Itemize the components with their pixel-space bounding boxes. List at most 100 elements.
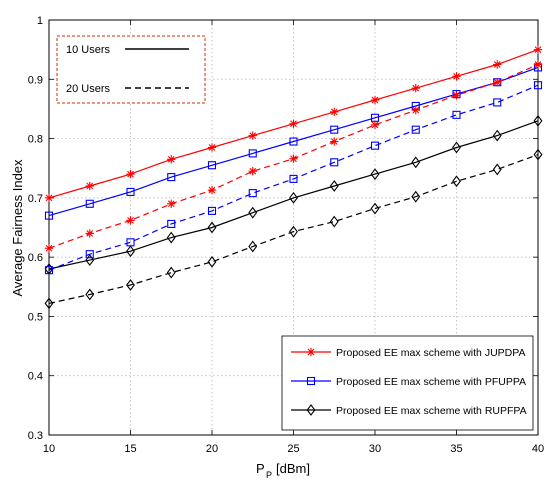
data-point-marker bbox=[492, 129, 502, 142]
y-tick-label: 0.5 bbox=[28, 311, 43, 323]
y-tick-label: 0.9 bbox=[28, 74, 43, 86]
data-point-marker bbox=[411, 190, 421, 203]
data-point-marker bbox=[126, 187, 135, 196]
x-tick-label: 40 bbox=[532, 443, 544, 455]
user-legend-box bbox=[56, 35, 206, 104]
data-point-marker bbox=[493, 98, 502, 107]
series-10-users-diamond bbox=[44, 114, 543, 275]
data-point-marker bbox=[207, 143, 217, 152]
y-tick-label: 1 bbox=[37, 15, 43, 27]
data-point-marker bbox=[85, 199, 94, 208]
data-point-marker bbox=[329, 180, 339, 192]
data-point-marker bbox=[370, 202, 380, 215]
data-point-marker bbox=[167, 155, 176, 164]
data-point-marker bbox=[166, 231, 176, 244]
data-point-marker bbox=[330, 125, 339, 134]
user-legend: 10 Users 20 Users bbox=[56, 35, 206, 104]
data-point-marker bbox=[207, 185, 217, 195]
legend-entry: Proposed EE max scheme with PFUPPA bbox=[291, 376, 526, 388]
scheme-legend: Proposed EE max scheme with JUPDPA Propos… bbox=[281, 335, 534, 431]
user-legend-label-10: 10 Users bbox=[66, 44, 111, 56]
data-point-marker bbox=[85, 254, 95, 267]
data-point-marker bbox=[248, 166, 257, 176]
y-tick-label: 0.8 bbox=[28, 134, 43, 146]
data-point-marker bbox=[248, 131, 257, 140]
series-10-users-star bbox=[44, 45, 543, 203]
data-point-marker bbox=[167, 199, 176, 208]
series-20-users-square bbox=[44, 81, 543, 275]
series-line bbox=[48, 84, 539, 271]
x-tick-label: 25 bbox=[287, 443, 299, 455]
x-tick-label: 30 bbox=[369, 443, 381, 455]
data-point-marker bbox=[289, 119, 298, 128]
data-point-marker bbox=[533, 45, 543, 54]
legend-label: Proposed EE max scheme with RUPFPA bbox=[336, 405, 527, 417]
data-point-marker bbox=[126, 216, 135, 225]
data-point-marker bbox=[126, 169, 135, 179]
series-layer bbox=[44, 45, 543, 310]
data-point-marker bbox=[85, 229, 94, 238]
user-legend-label-20: 20 Users bbox=[66, 83, 111, 95]
data-point-marker bbox=[492, 163, 502, 176]
legend-label: Proposed EE max scheme with JUPDPA bbox=[336, 347, 525, 359]
x-tick-label: 15 bbox=[124, 443, 136, 455]
legend-label: Proposed EE max scheme with PFUPPA bbox=[336, 376, 526, 388]
data-point-marker bbox=[330, 137, 339, 146]
data-point-marker bbox=[452, 110, 461, 119]
data-point-marker bbox=[289, 225, 298, 238]
data-point-marker bbox=[167, 173, 176, 182]
data-point-marker bbox=[370, 141, 380, 150]
data-point-marker bbox=[248, 149, 257, 158]
x-axis: 10 15 20 25 30 35 40 bbox=[43, 20, 544, 455]
series-line bbox=[48, 120, 539, 270]
series-line bbox=[48, 154, 539, 304]
data-point-marker bbox=[411, 125, 420, 134]
data-point-marker bbox=[85, 288, 95, 301]
data-point-marker bbox=[207, 161, 217, 170]
data-point-marker bbox=[248, 240, 258, 253]
data-point-marker bbox=[85, 250, 94, 259]
x-tick-label: 20 bbox=[206, 443, 218, 455]
x-axis-label-unit: [dBm] bbox=[276, 461, 310, 476]
data-point-marker bbox=[452, 141, 461, 154]
data-point-marker bbox=[207, 255, 217, 268]
data-point-marker bbox=[44, 297, 54, 310]
x-axis-label-subscript: P bbox=[266, 470, 272, 480]
data-point-marker bbox=[289, 154, 298, 163]
data-point-marker bbox=[533, 60, 543, 69]
data-point-marker bbox=[370, 168, 380, 181]
data-point-marker bbox=[207, 221, 217, 234]
data-point-marker bbox=[330, 107, 339, 117]
legend-entry: Proposed EE max scheme with RUPFPA bbox=[291, 404, 527, 417]
data-point-marker bbox=[289, 174, 298, 183]
data-point-marker bbox=[167, 219, 176, 228]
data-point-marker bbox=[411, 105, 420, 115]
x-axis-label-main: P bbox=[256, 461, 265, 476]
series-20-users-star bbox=[44, 60, 543, 253]
legend-marker bbox=[306, 347, 316, 357]
legend-marker bbox=[306, 404, 316, 416]
data-point-marker bbox=[44, 244, 54, 253]
data-point-marker bbox=[207, 206, 217, 215]
data-point-marker bbox=[370, 95, 380, 105]
data-point-marker bbox=[411, 156, 421, 169]
data-point-marker bbox=[248, 189, 257, 198]
y-tick-label: 0.3 bbox=[28, 430, 43, 442]
legend-marker bbox=[306, 376, 316, 386]
data-point-marker bbox=[533, 148, 543, 161]
data-point-marker bbox=[85, 181, 94, 191]
y-tick-label: 0.4 bbox=[28, 371, 43, 383]
data-point-marker bbox=[289, 191, 298, 204]
data-point-marker bbox=[166, 266, 176, 279]
legend-entry: Proposed EE max scheme with JUPDPA bbox=[291, 347, 525, 359]
series-20-users-diamond bbox=[44, 148, 543, 310]
data-point-marker bbox=[289, 137, 298, 146]
data-point-marker bbox=[452, 91, 461, 100]
data-point-marker bbox=[452, 72, 461, 81]
data-point-marker bbox=[248, 206, 258, 219]
y-tick-label: 0.7 bbox=[28, 193, 43, 205]
data-point-marker bbox=[44, 211, 54, 220]
data-point-marker bbox=[493, 78, 502, 87]
data-point-marker bbox=[533, 81, 543, 90]
